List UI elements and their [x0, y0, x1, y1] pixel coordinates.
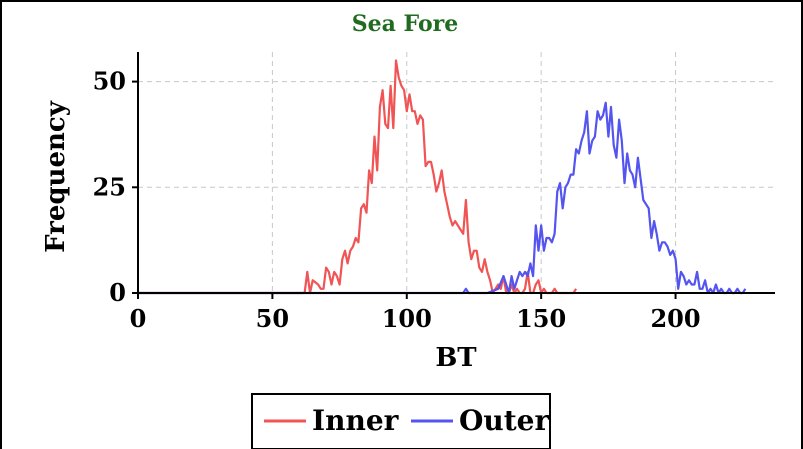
- legend-box: [251, 393, 551, 449]
- series-line-outer: [138, 101, 747, 295]
- legend-label-inner: Inner: [312, 404, 400, 437]
- y-axis-label: Frequency: [41, 100, 71, 253]
- x-tick-label: 100: [382, 304, 432, 333]
- y-tick-label: 0: [109, 278, 126, 307]
- legend: Inner Outer: [251, 393, 551, 449]
- x-tick-label: 150: [516, 304, 566, 333]
- series-lines: [138, 59, 747, 295]
- grid-lines: [138, 52, 775, 293]
- x-tick-label: 200: [650, 304, 700, 333]
- x-tick-label: 50: [256, 304, 289, 333]
- legend-label-outer: Outer: [459, 404, 550, 437]
- y-tick-labels: 0 25 50: [93, 67, 126, 307]
- chart-title: Sea Fore: [352, 11, 458, 37]
- y-tick-label: 50: [93, 67, 126, 96]
- x-axis-label: BT: [435, 343, 477, 373]
- series-line-inner: [138, 59, 578, 295]
- x-tick-label: 0: [130, 304, 147, 333]
- axes: [132, 52, 775, 299]
- x-tick-labels: 0 50 100 150 200: [130, 304, 701, 333]
- y-tick-label: 25: [93, 172, 126, 201]
